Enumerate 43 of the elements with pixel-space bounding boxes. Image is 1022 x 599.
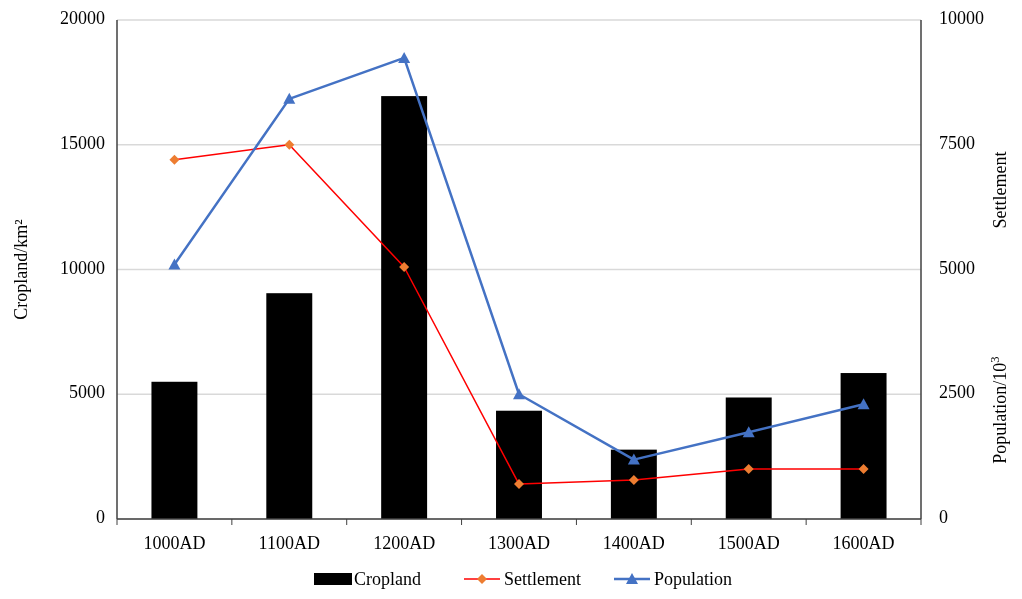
y-tick-label: 15000 xyxy=(60,132,105,153)
y2-tick-label: 0 xyxy=(939,507,948,528)
point xyxy=(399,262,410,273)
bar xyxy=(496,410,542,519)
y-tick-label: 0 xyxy=(96,507,105,528)
y2-axis-title: Settlement xyxy=(990,151,1010,229)
bar xyxy=(725,397,772,519)
point xyxy=(284,139,295,150)
x-tick-label: 1300AD xyxy=(488,533,550,553)
point xyxy=(283,92,296,104)
y-tick-label: 10000 xyxy=(60,257,105,278)
bar xyxy=(840,373,887,519)
point xyxy=(628,475,639,486)
y2-tick-label: 5000 xyxy=(939,257,975,278)
x-tick-label: 1600AD xyxy=(832,533,895,553)
x-tick-label: 1100AD xyxy=(258,533,320,553)
bar xyxy=(381,96,428,519)
y2-tick-label: 7500 xyxy=(939,132,975,153)
bar xyxy=(266,293,313,519)
point xyxy=(857,398,870,410)
point xyxy=(742,426,755,438)
point xyxy=(398,51,411,63)
y-tick-label: 5000 xyxy=(69,382,105,403)
y2-tick-label: 2500 xyxy=(939,382,975,403)
legend-label: Population xyxy=(654,569,733,589)
legend-label: Cropland xyxy=(354,569,421,589)
bar xyxy=(610,449,657,519)
x-tick-label: 1500AD xyxy=(717,533,780,553)
y2-tick-label: 10000 xyxy=(939,8,984,29)
point xyxy=(513,388,525,400)
point xyxy=(858,464,869,475)
point xyxy=(514,479,524,490)
x-tick-label: 1000AD xyxy=(143,533,206,553)
point xyxy=(169,154,180,165)
point xyxy=(627,453,640,465)
bar xyxy=(151,381,198,519)
y-axis-title: Cropland/km² xyxy=(11,219,31,320)
point xyxy=(743,464,754,475)
x-tick-label: 1400AD xyxy=(602,533,665,553)
point xyxy=(168,258,181,270)
y-tick-label: 20000 xyxy=(60,8,105,29)
legend-label: Settlement xyxy=(504,569,581,589)
x-tick-label: 1200AD xyxy=(373,533,436,553)
